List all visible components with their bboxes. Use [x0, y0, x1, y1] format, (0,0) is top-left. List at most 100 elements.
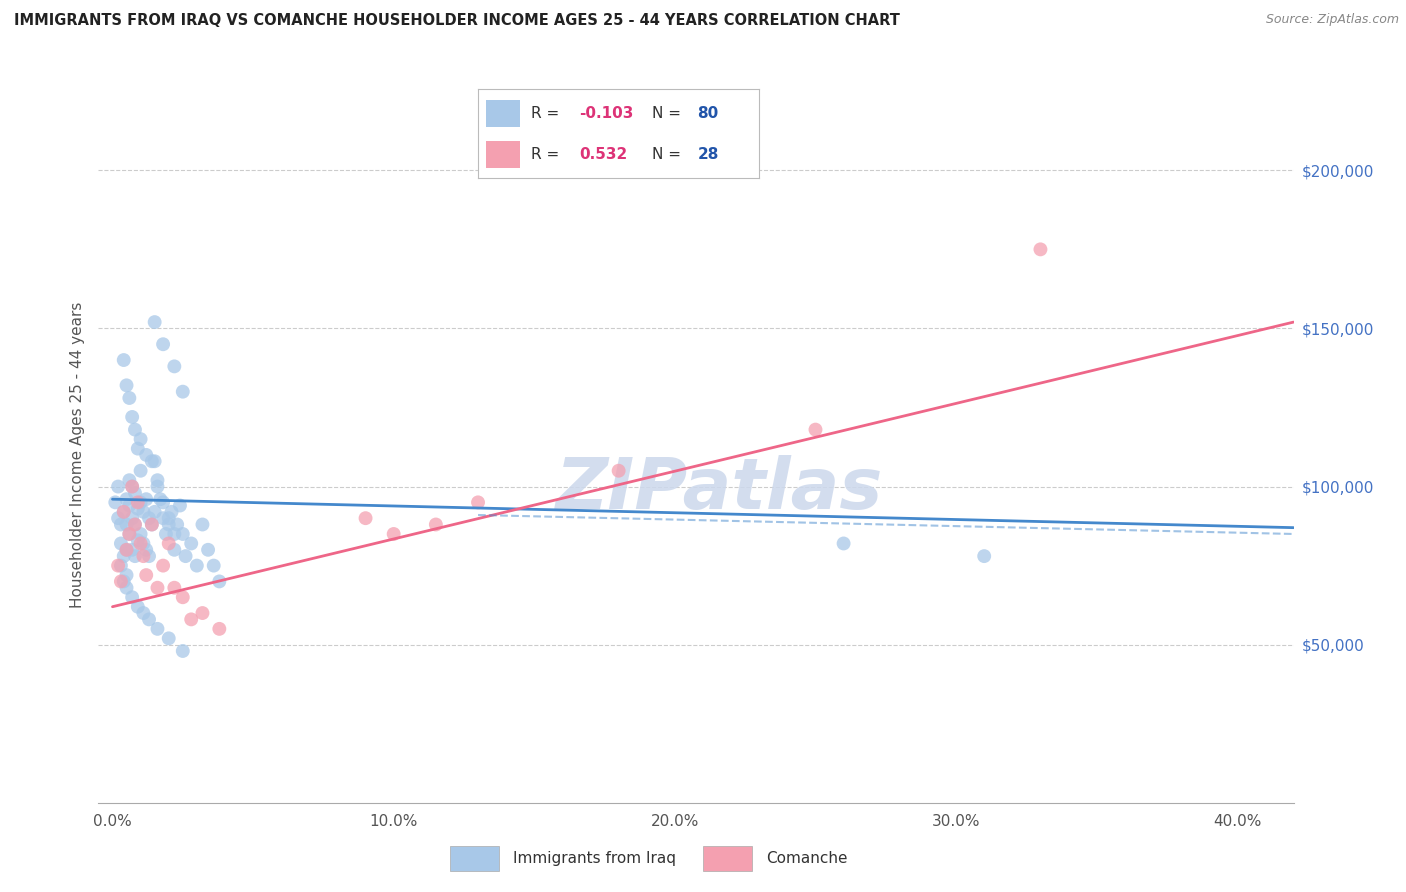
- Point: [132, 536, 155, 550]
- Point: [146, 479, 169, 493]
- Point: [118, 527, 141, 541]
- Point: [124, 486, 146, 500]
- Text: 0.532: 0.532: [579, 147, 627, 161]
- Point: [973, 549, 995, 563]
- Point: [146, 622, 169, 636]
- Point: [127, 599, 149, 614]
- Point: [143, 315, 166, 329]
- Text: Source: ZipAtlas.com: Source: ZipAtlas.com: [1265, 13, 1399, 27]
- Point: [138, 511, 160, 525]
- Point: [127, 495, 149, 509]
- Point: [135, 492, 157, 507]
- Text: Comanche: Comanche: [766, 851, 848, 866]
- Point: [115, 517, 138, 532]
- Point: [121, 591, 143, 605]
- Point: [169, 499, 191, 513]
- Point: [157, 517, 180, 532]
- Point: [118, 391, 141, 405]
- Point: [110, 517, 132, 532]
- Text: N =: N =: [652, 147, 686, 161]
- Text: 28: 28: [697, 147, 718, 161]
- Point: [138, 549, 160, 563]
- Point: [191, 606, 214, 620]
- Point: [425, 517, 447, 532]
- Point: [132, 549, 155, 563]
- Point: [115, 568, 138, 582]
- Point: [121, 542, 143, 557]
- Point: [163, 581, 186, 595]
- Point: [129, 464, 152, 478]
- Point: [112, 549, 135, 563]
- Point: [135, 542, 157, 557]
- Point: [146, 581, 169, 595]
- Point: [152, 511, 174, 525]
- Point: [112, 505, 135, 519]
- Point: [163, 527, 186, 541]
- Point: [121, 511, 143, 525]
- Point: [157, 511, 180, 525]
- Point: [129, 495, 152, 509]
- Point: [110, 558, 132, 573]
- Point: [110, 536, 132, 550]
- Point: [157, 536, 180, 550]
- Point: [124, 423, 146, 437]
- Point: [129, 527, 152, 541]
- Point: [157, 632, 180, 646]
- Point: [112, 505, 135, 519]
- Point: [115, 378, 138, 392]
- Point: [804, 423, 827, 437]
- Point: [118, 527, 141, 541]
- Point: [141, 454, 163, 468]
- Point: [197, 542, 219, 557]
- Point: [180, 536, 202, 550]
- Point: [152, 337, 174, 351]
- Text: IMMIGRANTS FROM IRAQ VS COMANCHE HOUSEHOLDER INCOME AGES 25 - 44 YEARS CORRELATI: IMMIGRANTS FROM IRAQ VS COMANCHE HOUSEHO…: [14, 13, 900, 29]
- Point: [149, 492, 172, 507]
- Point: [135, 448, 157, 462]
- Point: [155, 527, 177, 541]
- Point: [129, 432, 152, 446]
- Point: [141, 517, 163, 532]
- Point: [172, 591, 194, 605]
- Point: [172, 384, 194, 399]
- Point: [152, 558, 174, 573]
- Y-axis label: Householder Income Ages 25 - 44 years: Householder Income Ages 25 - 44 years: [69, 301, 84, 608]
- Point: [104, 495, 127, 509]
- Point: [174, 549, 197, 563]
- FancyBboxPatch shape: [703, 847, 752, 871]
- Point: [180, 612, 202, 626]
- Point: [146, 473, 169, 487]
- Point: [127, 533, 149, 548]
- Point: [152, 495, 174, 509]
- FancyBboxPatch shape: [486, 100, 520, 127]
- Point: [143, 454, 166, 468]
- Point: [186, 558, 208, 573]
- Point: [115, 581, 138, 595]
- Point: [110, 574, 132, 589]
- Point: [143, 505, 166, 519]
- Point: [135, 568, 157, 582]
- Point: [132, 505, 155, 519]
- Point: [121, 479, 143, 493]
- Point: [832, 536, 855, 550]
- Point: [107, 479, 129, 493]
- Point: [124, 517, 146, 532]
- Point: [160, 505, 183, 519]
- Point: [118, 473, 141, 487]
- Point: [172, 644, 194, 658]
- Point: [118, 499, 141, 513]
- Point: [107, 511, 129, 525]
- Text: -0.103: -0.103: [579, 106, 634, 120]
- Point: [132, 606, 155, 620]
- Point: [112, 574, 135, 589]
- Point: [124, 517, 146, 532]
- Text: N =: N =: [652, 106, 686, 120]
- Point: [191, 517, 214, 532]
- Point: [163, 542, 186, 557]
- Text: ZIPatlas: ZIPatlas: [557, 455, 883, 524]
- Point: [138, 612, 160, 626]
- Text: 80: 80: [697, 106, 718, 120]
- FancyBboxPatch shape: [486, 141, 520, 168]
- Point: [115, 542, 138, 557]
- Text: R =: R =: [531, 147, 565, 161]
